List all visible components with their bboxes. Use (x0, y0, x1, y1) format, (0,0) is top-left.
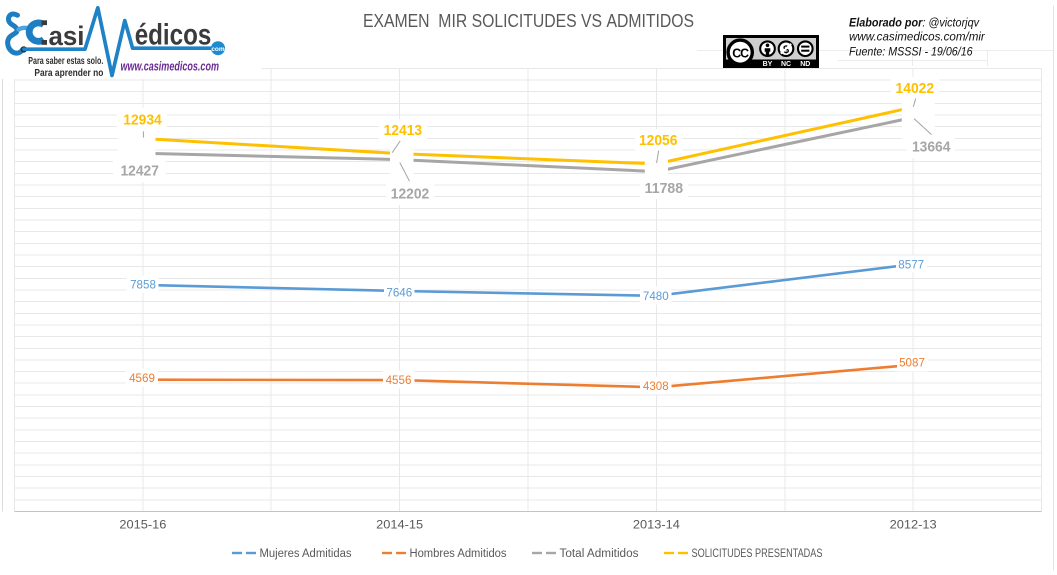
svg-text:12427: 12427 (120, 163, 159, 179)
svg-text:Fuente: MSSSI - 19/06/16: Fuente: MSSSI - 19/06/16 (849, 45, 973, 59)
svg-text:édicos: édicos (135, 18, 212, 51)
svg-text:5087: 5087 (899, 356, 925, 370)
svg-text:11788: 11788 (645, 181, 684, 197)
svg-text:Para aprender no: Para aprender no (34, 68, 103, 79)
svg-text:7646: 7646 (386, 285, 412, 299)
svg-text:www.casimedicos.com/mir: www.casimedicos.com/mir (849, 29, 986, 43)
svg-text:4308: 4308 (643, 379, 669, 393)
svg-text:ND: ND (800, 61, 810, 68)
svg-text:Hombres Admitidos: Hombres Admitidos (410, 548, 507, 560)
svg-text:12202: 12202 (391, 187, 430, 203)
svg-text:8577: 8577 (898, 258, 924, 272)
svg-text:com: com (211, 46, 225, 53)
svg-text:7480: 7480 (643, 289, 669, 303)
svg-text:Mujeres Admitidas: Mujeres Admitidas (260, 548, 352, 560)
svg-text:Total Admitidos: Total Admitidos (560, 548, 639, 560)
svg-text:12056: 12056 (639, 133, 678, 149)
svg-text:CC: CC (732, 45, 750, 60)
svg-text:Para saber estas solo.: Para saber estas solo. (28, 56, 103, 67)
svg-text:2015-16: 2015-16 (119, 518, 166, 532)
svg-text:asi: asi (49, 21, 85, 51)
svg-text:2014-15: 2014-15 (376, 518, 423, 532)
svg-text:12934: 12934 (123, 112, 162, 128)
svg-text:Elaborado por: @victorjqv: Elaborado por: @victorjqv (849, 16, 980, 30)
svg-text:BY: BY (763, 61, 773, 68)
svg-text:7858: 7858 (130, 278, 156, 292)
svg-text:12413: 12413 (384, 123, 423, 139)
svg-text:4569: 4569 (129, 371, 155, 385)
svg-text:www.casimedicos.com: www.casimedicos.com (121, 59, 220, 74)
svg-text:2012-13: 2012-13 (890, 518, 937, 532)
svg-text:NC: NC (781, 61, 791, 68)
svg-text:SOLICITUDES PRESENTADAS: SOLICITUDES PRESENTADAS (692, 548, 823, 560)
svg-text:14022: 14022 (896, 81, 935, 97)
svg-text:2013-14: 2013-14 (633, 518, 680, 532)
svg-text:13664: 13664 (912, 140, 951, 156)
svg-text:EXAMEN MIR SOLICITUDES VS ADM: EXAMEN MIR SOLICITUDES VS ADMITIDOS (363, 10, 694, 31)
svg-text:4556: 4556 (386, 373, 412, 387)
